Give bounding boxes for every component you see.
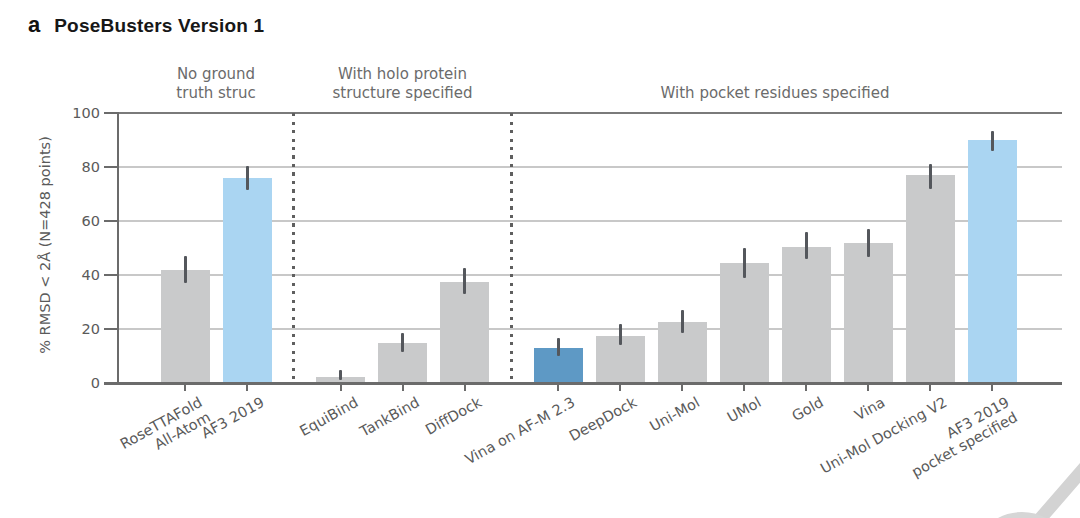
- x-axis-tick: [681, 384, 683, 391]
- y-axis-line: [117, 112, 119, 384]
- section-separator-dotted-line: [510, 113, 513, 383]
- x-tick-label: EquiBind: [297, 394, 361, 440]
- x-axis-tick: [184, 384, 186, 391]
- x-axis-tick: [619, 384, 621, 391]
- x-axis-tick: [929, 384, 931, 391]
- bar: [906, 175, 955, 383]
- error-bar: [867, 229, 870, 257]
- x-tick-label: DeepDock: [567, 394, 641, 445]
- section-top-line: [118, 112, 1062, 114]
- y-tick-label: 60: [30, 212, 100, 230]
- error-bar: [557, 338, 560, 356]
- x-tick-label: Gold: [789, 394, 826, 425]
- error-bar: [619, 324, 622, 346]
- x-axis-tick: [246, 384, 248, 391]
- y-tick-label: 0: [30, 374, 100, 392]
- error-bar: [681, 310, 684, 333]
- error-bar: [401, 333, 404, 352]
- bar: [440, 282, 489, 383]
- y-tick-label: 20: [30, 320, 100, 338]
- y-tick-label: 40: [30, 266, 100, 284]
- x-axis-tick: [867, 384, 869, 391]
- figure-panel: a PoseBusters Version 1 % RMSD < 2Å (N=4…: [0, 0, 1080, 518]
- x-axis-tick: [991, 384, 993, 391]
- x-tick-label: Uni-Mol: [646, 394, 702, 435]
- error-bar: [991, 131, 994, 151]
- error-bar: [805, 232, 808, 259]
- bar-chart-plot-area: 020406080100No ground truth strucWith ho…: [0, 0, 1080, 518]
- x-axis-tick: [464, 384, 466, 391]
- y-axis-tick: [104, 112, 118, 114]
- x-axis-tick: [557, 384, 559, 391]
- x-tick-label: RoseTTAFold All-Atom: [117, 394, 213, 468]
- y-axis-tick: [104, 220, 118, 222]
- section-label: With pocket residues specified: [615, 84, 935, 103]
- x-tick-label: TankBind: [357, 394, 422, 441]
- y-axis-tick: [104, 274, 118, 276]
- bar: [782, 247, 831, 383]
- y-axis-tick: [104, 328, 118, 330]
- bar: [844, 243, 893, 383]
- bar: [968, 140, 1017, 383]
- section-label: With holo protein structure specified: [243, 65, 563, 103]
- error-bar: [184, 256, 187, 283]
- gridline: [118, 166, 1062, 168]
- error-bar: [246, 166, 249, 190]
- x-axis-tick: [805, 384, 807, 391]
- y-tick-label: 80: [30, 158, 100, 176]
- section-separator-dotted-line: [292, 113, 295, 383]
- x-axis-tick: [402, 384, 404, 391]
- x-tick-label: UMol: [724, 394, 764, 426]
- x-axis-baseline: [104, 382, 1062, 385]
- x-tick-label: DiffDock: [423, 394, 485, 439]
- error-bar: [743, 248, 746, 278]
- x-axis-tick: [340, 384, 342, 391]
- y-tick-label: 100: [30, 104, 100, 122]
- bar: [223, 178, 272, 383]
- y-axis-tick: [104, 166, 118, 168]
- bar: [720, 263, 769, 383]
- x-tick-label: Vina: [852, 394, 888, 424]
- error-bar: [463, 268, 466, 294]
- error-bar: [929, 164, 932, 188]
- x-axis-tick: [743, 384, 745, 391]
- error-bar: [339, 370, 342, 381]
- bar: [161, 270, 210, 383]
